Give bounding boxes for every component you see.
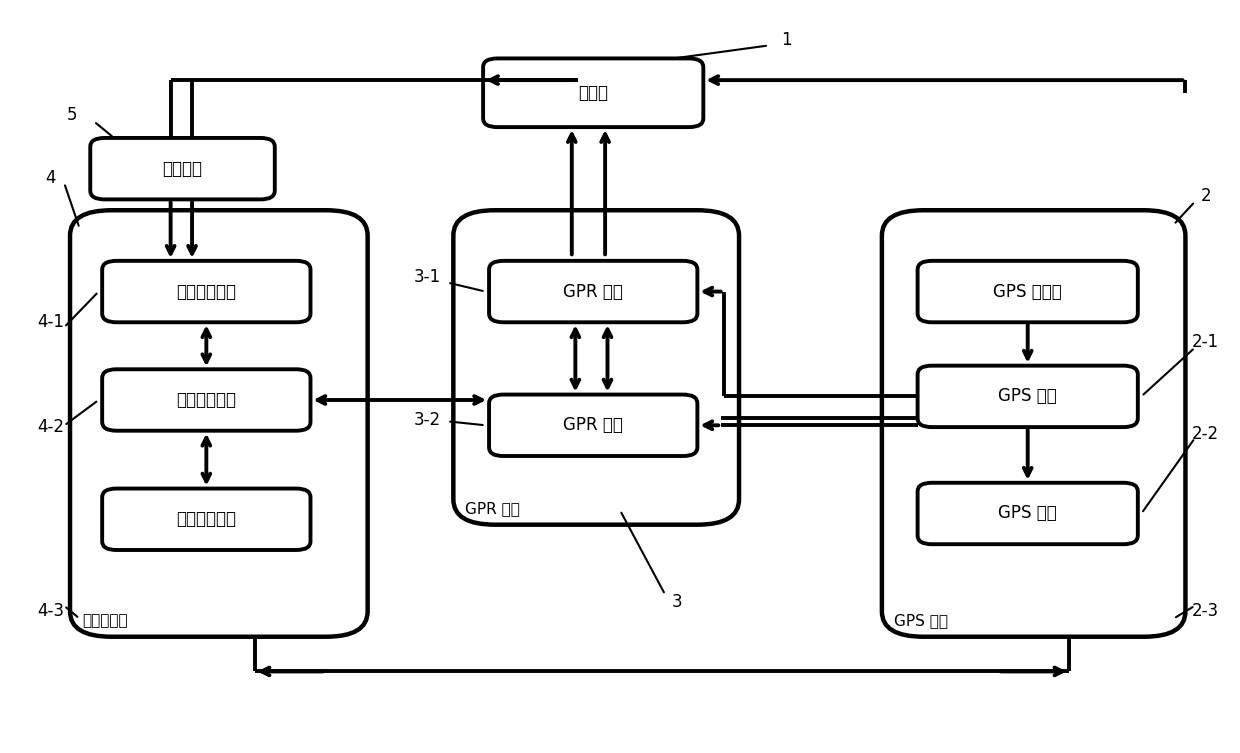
Text: GPR 主机: GPR 主机 — [563, 416, 624, 434]
Text: 3-1: 3-1 — [414, 268, 440, 285]
Text: 气垫船: 气垫船 — [578, 84, 608, 102]
Text: 人机交换模块: 人机交换模块 — [176, 282, 237, 300]
FancyBboxPatch shape — [91, 138, 275, 200]
FancyBboxPatch shape — [918, 366, 1138, 427]
Text: GPS 天线: GPS 天线 — [998, 505, 1056, 523]
Text: 2-2: 2-2 — [1192, 425, 1219, 444]
Text: 数据处理模块: 数据处理模块 — [176, 511, 237, 529]
Text: 3-2: 3-2 — [414, 411, 440, 429]
FancyBboxPatch shape — [918, 483, 1138, 544]
FancyBboxPatch shape — [102, 369, 310, 431]
FancyBboxPatch shape — [489, 395, 697, 456]
Text: GPS 系统: GPS 系统 — [894, 613, 947, 628]
Text: 采集装置: 采集装置 — [162, 160, 202, 178]
Text: 4-3: 4-3 — [37, 602, 64, 620]
FancyBboxPatch shape — [102, 489, 310, 550]
Text: 5: 5 — [67, 106, 78, 123]
Text: GPS 主机: GPS 主机 — [998, 387, 1056, 405]
Text: 2-1: 2-1 — [1192, 333, 1219, 351]
Text: 4-2: 4-2 — [37, 418, 64, 436]
Text: 4-1: 4-1 — [37, 313, 64, 331]
Text: 4: 4 — [46, 169, 56, 187]
FancyBboxPatch shape — [918, 261, 1138, 322]
FancyBboxPatch shape — [484, 59, 703, 127]
FancyBboxPatch shape — [102, 261, 310, 322]
Text: 中心计算机: 中心计算机 — [82, 613, 128, 628]
Text: 数据存储模块: 数据存储模块 — [176, 391, 237, 409]
FancyBboxPatch shape — [489, 261, 697, 322]
Text: GPR 天线: GPR 天线 — [563, 282, 624, 300]
Text: GPS 显示器: GPS 显示器 — [993, 282, 1063, 300]
Text: GPR 系统: GPR 系统 — [465, 501, 520, 516]
Text: 2: 2 — [1200, 187, 1211, 205]
Text: 3: 3 — [672, 593, 682, 611]
Text: 1: 1 — [781, 32, 792, 50]
Text: 2-3: 2-3 — [1192, 602, 1219, 620]
